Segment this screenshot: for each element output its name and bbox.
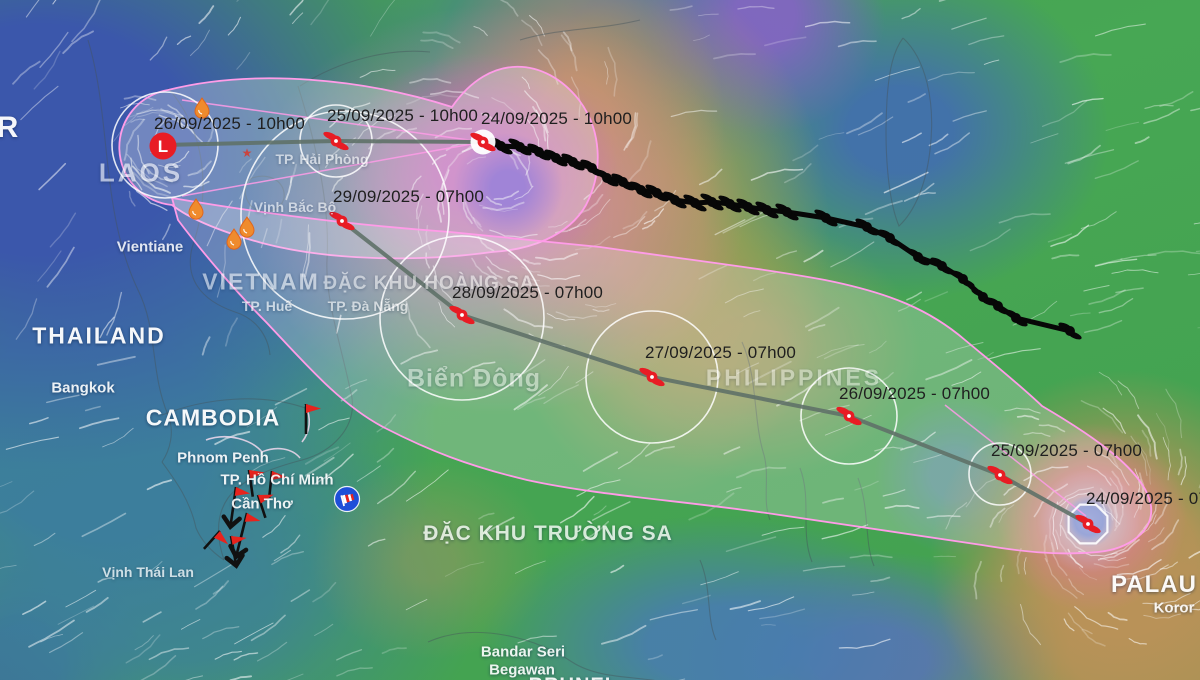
typhoon-symbol [508,138,532,156]
rain-warning-droplet-icon[interactable] [239,216,255,238]
typhoon-symbol [878,229,902,247]
typhoon-symbol [527,143,551,161]
storm-warning-flag-icon[interactable] [202,530,231,559]
rain-warning-droplet-icon[interactable] [188,198,204,220]
low-pressure-marker[interactable]: L [149,132,177,160]
typhoon-symbol [700,193,724,211]
storm-warning-flag-icon[interactable] [247,468,268,497]
typhoon-symbol [951,270,975,288]
typhoon-symbol [775,203,799,221]
typhoon-symbol[interactable] [986,464,1014,486]
typhoon-symbol [755,201,779,219]
rain-warning-droplet-icon[interactable] [226,228,242,250]
typhoon-symbol[interactable] [322,130,350,152]
typhoon-symbol [1004,309,1028,327]
typhoon-symbol [930,257,954,275]
typhoon-symbol [814,209,838,227]
typhoon-symbol [718,195,742,213]
storm-warning-flag-icon[interactable] [221,486,251,530]
typhoon-symbol [611,173,635,191]
rain-warning-droplet-icon[interactable] [194,97,210,119]
typhoon-symbol [683,194,707,212]
typhoon-symbol [855,218,879,236]
forecast-cone [118,65,1152,555]
typhoon-symbol [736,198,760,216]
typhoon-symbol[interactable] [638,366,666,388]
typhoon-symbol [663,191,687,209]
typhoon-symbol[interactable] [469,131,497,153]
history-track[interactable] [480,136,1083,341]
forecast-markers[interactable]: L [149,129,1102,535]
windsock-buoy-icon[interactable] [333,485,361,513]
typhoon-symbol [906,248,930,266]
typhoon-symbol [561,153,585,171]
typhoon-symbol[interactable] [328,210,356,232]
storm-warning-flag-icon[interactable] [304,404,321,434]
warning-icons[interactable] [188,97,361,569]
typhoon-symbol[interactable] [448,304,476,326]
svg-text:L: L [158,137,168,156]
storm-warning-flag-icon[interactable] [267,470,287,500]
typhoon-symbol [544,149,568,167]
typhoon-symbol [629,181,653,199]
storm-warning-flag-icon[interactable] [223,533,251,569]
typhoon-symbol [1058,322,1082,340]
typhoon-symbol [595,169,619,187]
typhoon-symbol [645,184,669,202]
storm-warning-flag-icon[interactable] [256,490,280,519]
start-position-octagon [1067,503,1109,545]
typhoon-symbol[interactable] [835,405,863,427]
typhoon-symbol[interactable] [1074,513,1102,535]
